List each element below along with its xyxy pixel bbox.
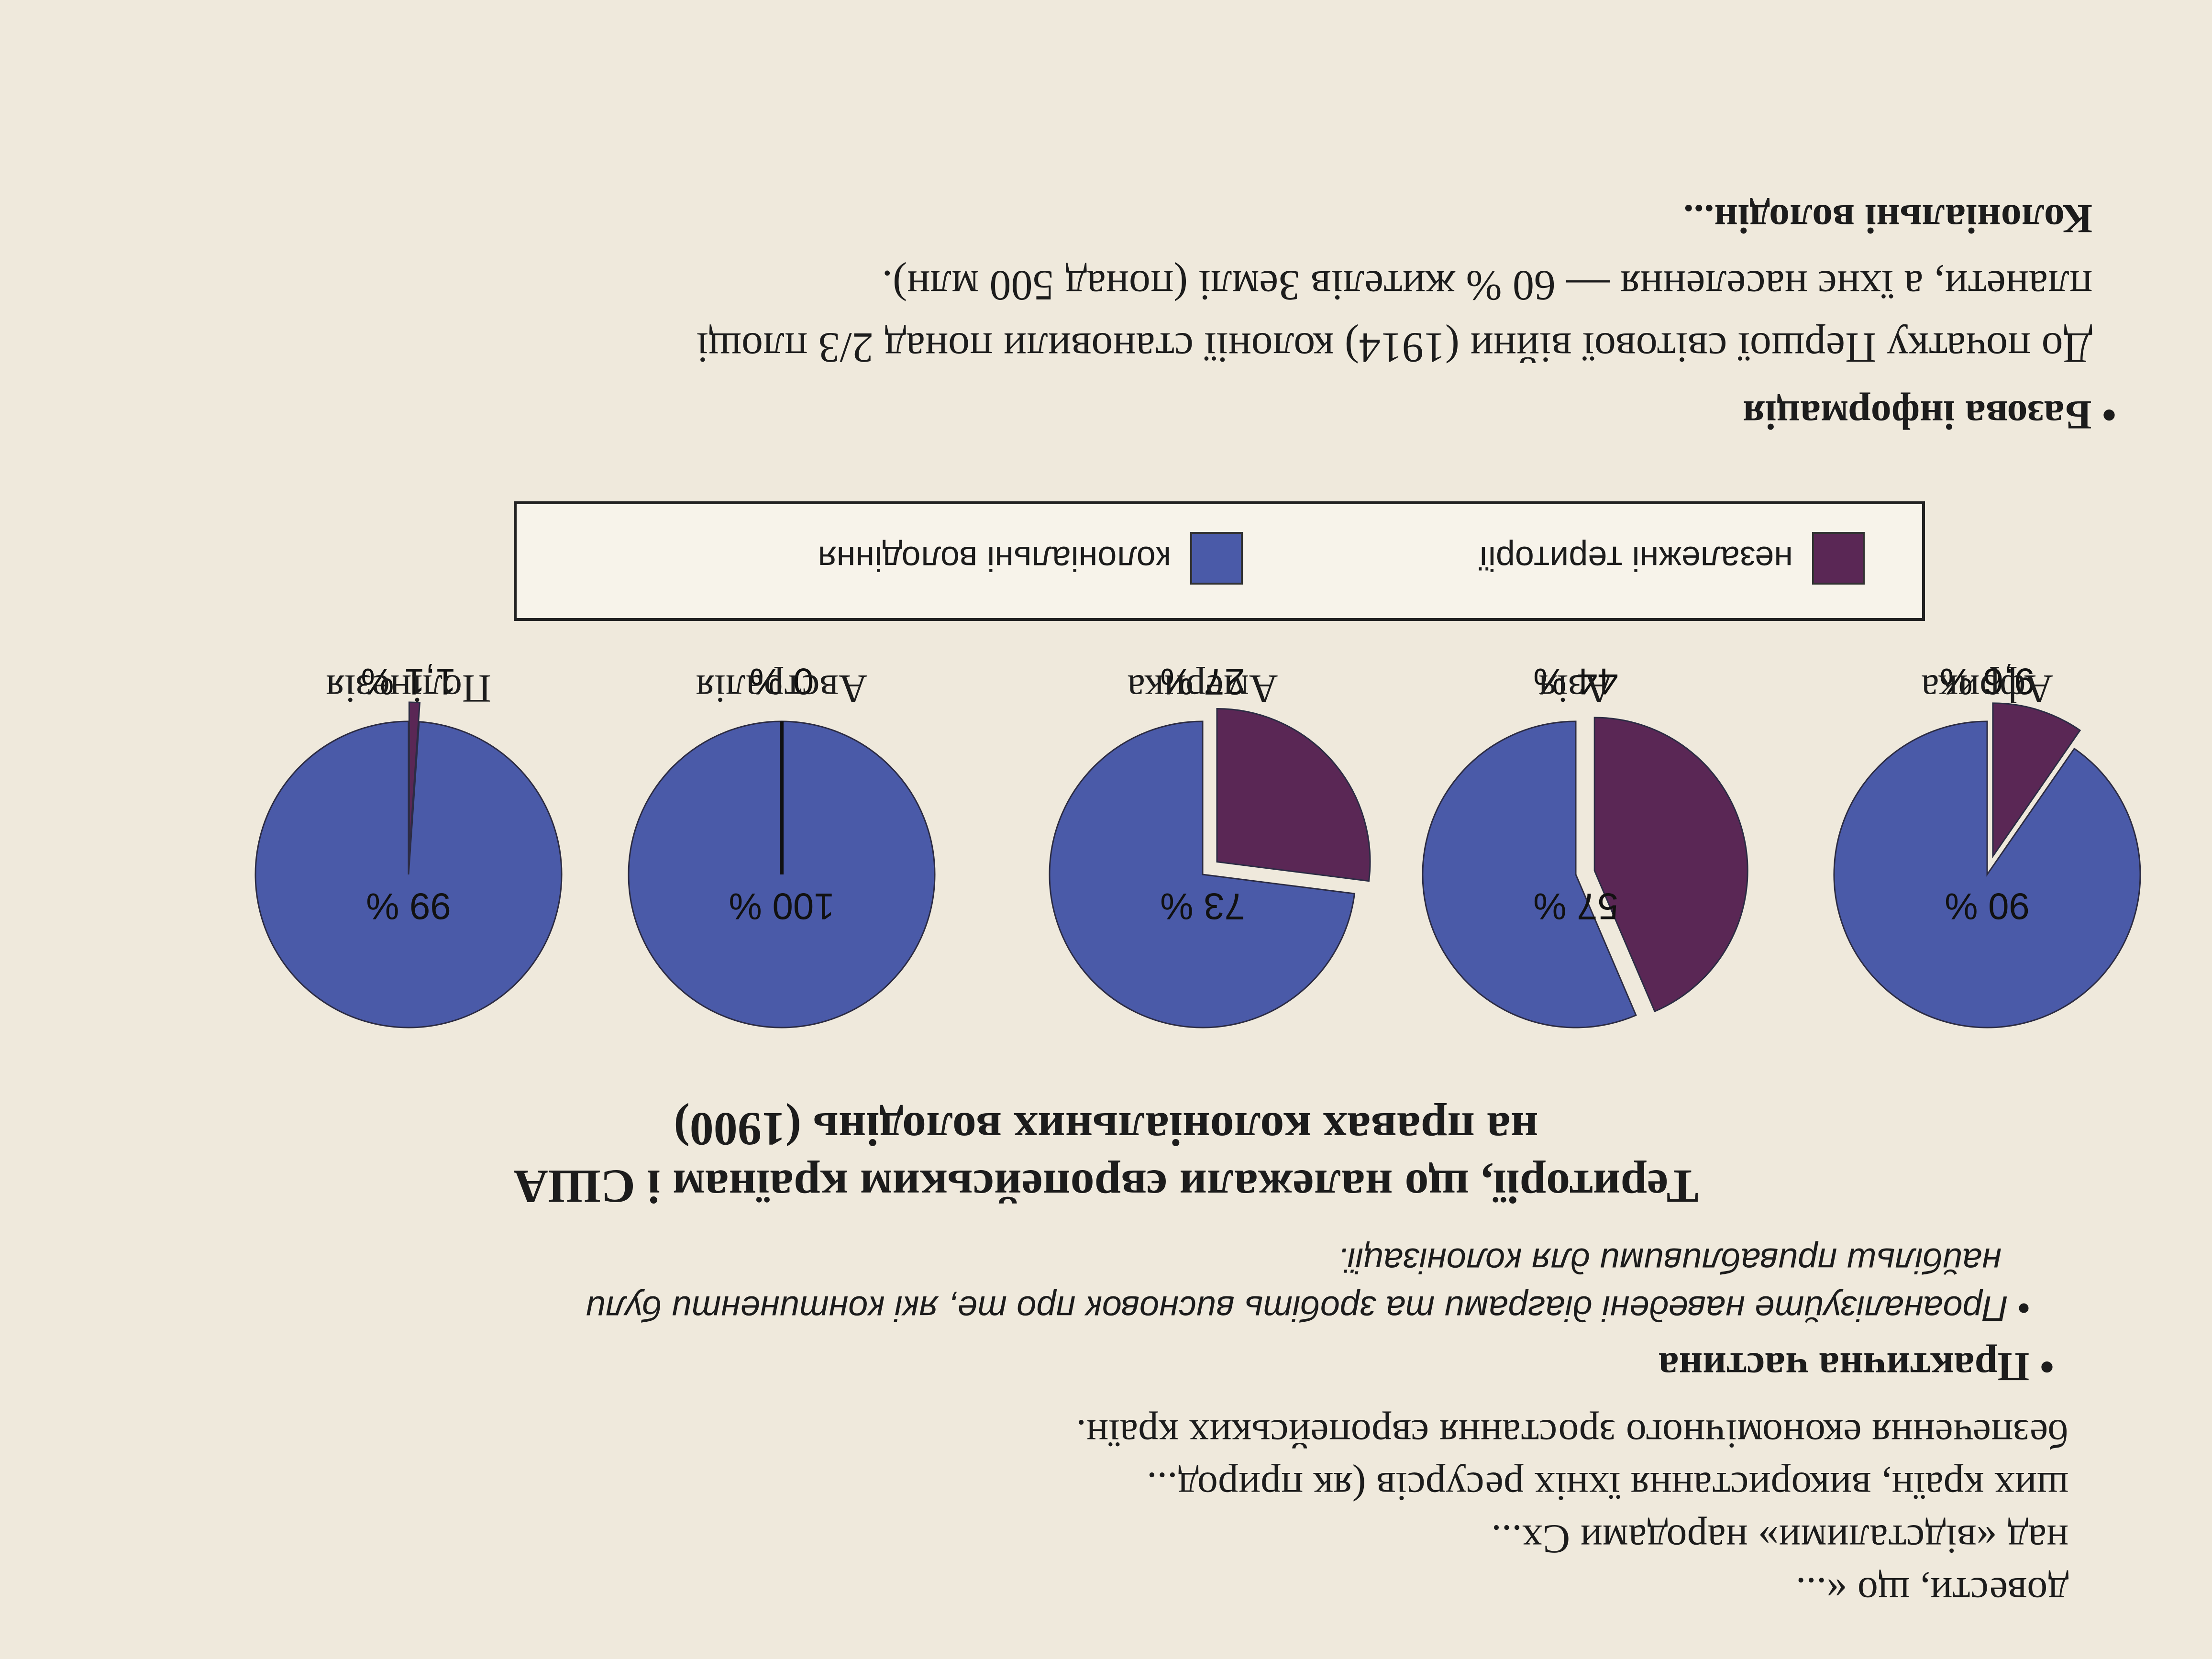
category-label-australia: Австралія [696, 666, 868, 711]
legend-label-colonial: колоніальні володіння [818, 539, 1171, 577]
label-colonial-australia: 100 % [729, 885, 834, 928]
slice-independent-asia [1593, 717, 1748, 1013]
legend-swatch-independent [1812, 532, 1865, 585]
label-independent-polynesia: 1,1 % [361, 661, 456, 703]
basic-info-heading: • Базова інформація [1743, 392, 2116, 438]
label-colonial-america: 73 % [1160, 885, 1245, 928]
label-colonial-polynesia: 99 % [366, 885, 451, 928]
basic-info-line-2: планети, а їхнє населення — 60 % жителів… [882, 262, 2092, 309]
legend-label-independent: незалежні території [1478, 539, 1793, 577]
basic-info-line-1: До початку Першої світової війни (1914) … [696, 324, 2092, 371]
slice-independent-africa [1992, 702, 2081, 859]
chart-legend: незалежні території колоніальні володінн… [514, 501, 1925, 621]
slice-colonial-asia [1422, 720, 1637, 1029]
label-independent-asia: 44 % [1533, 661, 1618, 703]
slice-colonial-polynesia [254, 720, 563, 1029]
label-independent-australia: 0 % [750, 661, 814, 703]
slice-independent-polynesia [408, 701, 421, 856]
category-label-asia: Азія [1538, 666, 1613, 711]
category-label-africa: Африка [1921, 666, 2053, 711]
label-colonial-africa: 90 % [1945, 885, 2030, 928]
label-independent-america: 27 % [1160, 661, 1245, 703]
legend-item-independent: незалежні території [1479, 532, 1865, 585]
label-colonial-asia: 57 % [1533, 885, 1618, 928]
slice-independent-america [1216, 708, 1371, 882]
slice-colonial-africa [1833, 720, 2141, 1029]
legend-swatch-colonial [1190, 532, 1243, 585]
basic-info-line-3: Колоніальні володін... [1683, 196, 2092, 242]
legend-item-colonial: колоніальні володіння [818, 532, 1243, 585]
label-independent-africa: 9,6 % [1939, 661, 2035, 703]
basic-info-heading-text: Базова інформація [1743, 392, 2092, 438]
slice-colonial-america [1049, 720, 1356, 1029]
category-label-polynesia: Полінезія [326, 666, 491, 711]
category-label-america: Америка [1127, 666, 1278, 711]
